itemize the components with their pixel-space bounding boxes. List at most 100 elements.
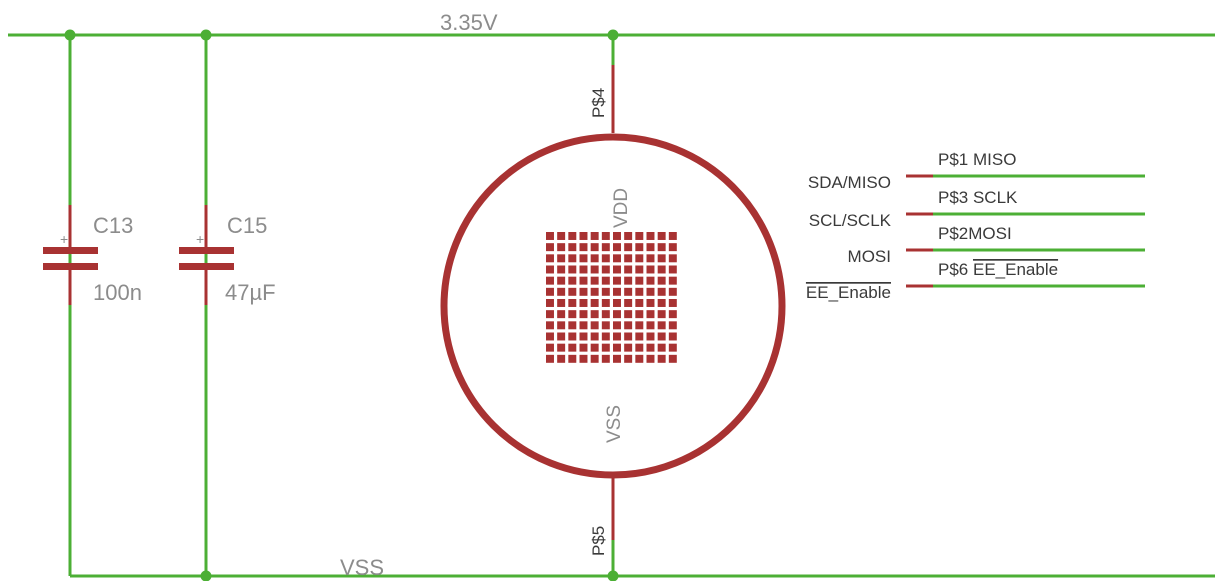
- sensor-pixel: [590, 287, 599, 296]
- sensor-pixel: [635, 310, 644, 319]
- sensor-pixel: [590, 265, 599, 274]
- sensor-pixel: [590, 343, 599, 352]
- sensor-pixel: [601, 276, 610, 285]
- junction-sensor-top: [607, 29, 619, 41]
- sensor-pixel: [568, 254, 577, 263]
- sensor-pixel: [657, 232, 666, 240]
- sensor-pixel: [646, 254, 655, 263]
- sensor-pixel: [568, 287, 577, 296]
- sensor-pixel: [646, 343, 655, 352]
- sensor-pixel: [601, 254, 610, 263]
- sensor-package[interactable]: VDD VSS: [440, 133, 786, 479]
- sensor-pixel: [624, 254, 633, 263]
- sensor-pixel: [601, 287, 610, 296]
- sensor-pixel: [635, 232, 644, 240]
- capacitor-c13[interactable]: + C13 100n: [43, 205, 142, 305]
- sensor-pixel: [646, 276, 655, 285]
- sensor-pixel: [646, 354, 655, 363]
- sensor-pixel: [557, 332, 566, 341]
- sensor-pixel: [568, 354, 577, 363]
- sensor-pixel-grid: [546, 232, 677, 363]
- signal-pin-1[interactable]: SCL/SCLK P$3 SCLK: [809, 188, 1145, 230]
- sensor-pixel: [613, 243, 621, 252]
- sensor-pixel: [601, 332, 610, 341]
- sensor-pixel: [557, 321, 566, 330]
- sensor-pixel: [635, 254, 644, 263]
- sensor-pixel: [601, 299, 610, 307]
- sensor-pixel: [568, 321, 577, 330]
- sensor-pixel: [579, 332, 588, 341]
- sensor-pixel: [624, 332, 633, 341]
- sensor-pixel: [635, 332, 644, 341]
- sensor-pixel: [646, 332, 655, 341]
- signal-pin-0[interactable]: SDA/MISO P$1 MISO: [808, 150, 1145, 192]
- sensor-pixel: [568, 299, 577, 307]
- sensor-pixel: [601, 354, 610, 363]
- sensor-pixel: [657, 265, 666, 274]
- sensor-pixel: [635, 321, 644, 330]
- sensor-pixel: [657, 243, 666, 252]
- sensor-pixel: [657, 287, 666, 296]
- sensor-pixel: [546, 232, 554, 240]
- sensor-pixel: [668, 276, 677, 285]
- sensor-pixel: [601, 232, 610, 240]
- sensor-pin4-label: P$4: [589, 88, 608, 118]
- sensor-pixel: [579, 287, 588, 296]
- sensor-pixel: [635, 287, 644, 296]
- sensor-pixel: [590, 254, 599, 263]
- sensor-pixel: [546, 265, 554, 274]
- sensor-pixel: [557, 354, 566, 363]
- sensor-pixel: [668, 232, 677, 240]
- signal-left-label: SDA/MISO: [808, 173, 891, 192]
- sensor-pixel: [668, 343, 677, 352]
- sensor-pixel: [646, 232, 655, 240]
- c13-name: C13: [93, 213, 133, 238]
- sensor-pixel: [635, 276, 644, 285]
- sensor-pixel: [646, 265, 655, 274]
- sensor-pixel: [613, 254, 621, 263]
- sensor-pixel: [613, 332, 621, 341]
- sensor-pixel: [624, 310, 633, 319]
- sensor-pixel: [568, 276, 577, 285]
- sensor-pixel: [613, 354, 621, 363]
- sensor-pixel: [668, 287, 677, 296]
- sensor-pixel: [624, 232, 633, 240]
- sensor-pixel: [546, 299, 554, 307]
- sensor-pixel: [668, 243, 677, 252]
- sensor-pixel: [668, 310, 677, 319]
- sensor-pixel: [646, 243, 655, 252]
- capacitor-c15[interactable]: + C15 47µF: [179, 205, 276, 305]
- sensor-pixel: [635, 299, 644, 307]
- sensor-pixel: [635, 354, 644, 363]
- sensor-pixel: [590, 310, 599, 319]
- sensor-pixel: [657, 276, 666, 285]
- sensor-pixel: [613, 343, 621, 352]
- sensor-vdd-label: VDD: [611, 188, 632, 228]
- sensor-pixel: [668, 299, 677, 307]
- sensor-pixel: [601, 343, 610, 352]
- sensor-pixel: [657, 254, 666, 263]
- signal-right-label: P$1 MISO: [938, 150, 1016, 169]
- junction-c13-top: [64, 29, 76, 41]
- sensor-pixel: [546, 276, 554, 285]
- sensor-pixel: [546, 310, 554, 319]
- sensor-pixel: [613, 276, 621, 285]
- sensor-pixel: [557, 276, 566, 285]
- signal-pin-3[interactable]: EE_Enable P$6 EE_Enable: [806, 260, 1145, 302]
- sensor-pin5-label: P$5: [589, 526, 608, 556]
- sensor-pixel: [579, 299, 588, 307]
- sensor-pixel: [590, 332, 599, 341]
- sensor-pixel: [590, 321, 599, 330]
- sensor-pixel: [546, 287, 554, 296]
- signal-pin-2[interactable]: MOSI P$2MOSI: [848, 224, 1145, 266]
- sensor-pixel: [657, 321, 666, 330]
- sensor-pixel: [624, 321, 633, 330]
- sensor-pixel: [657, 332, 666, 341]
- sensor-pixel: [568, 332, 577, 341]
- sensor-pixel: [657, 299, 666, 307]
- sensor-pixel: [568, 343, 577, 352]
- sensor-pixel: [557, 232, 566, 240]
- net-3v35-label: 3.35V: [440, 10, 498, 35]
- sensor-pixel: [579, 321, 588, 330]
- sensor-pixel: [668, 265, 677, 274]
